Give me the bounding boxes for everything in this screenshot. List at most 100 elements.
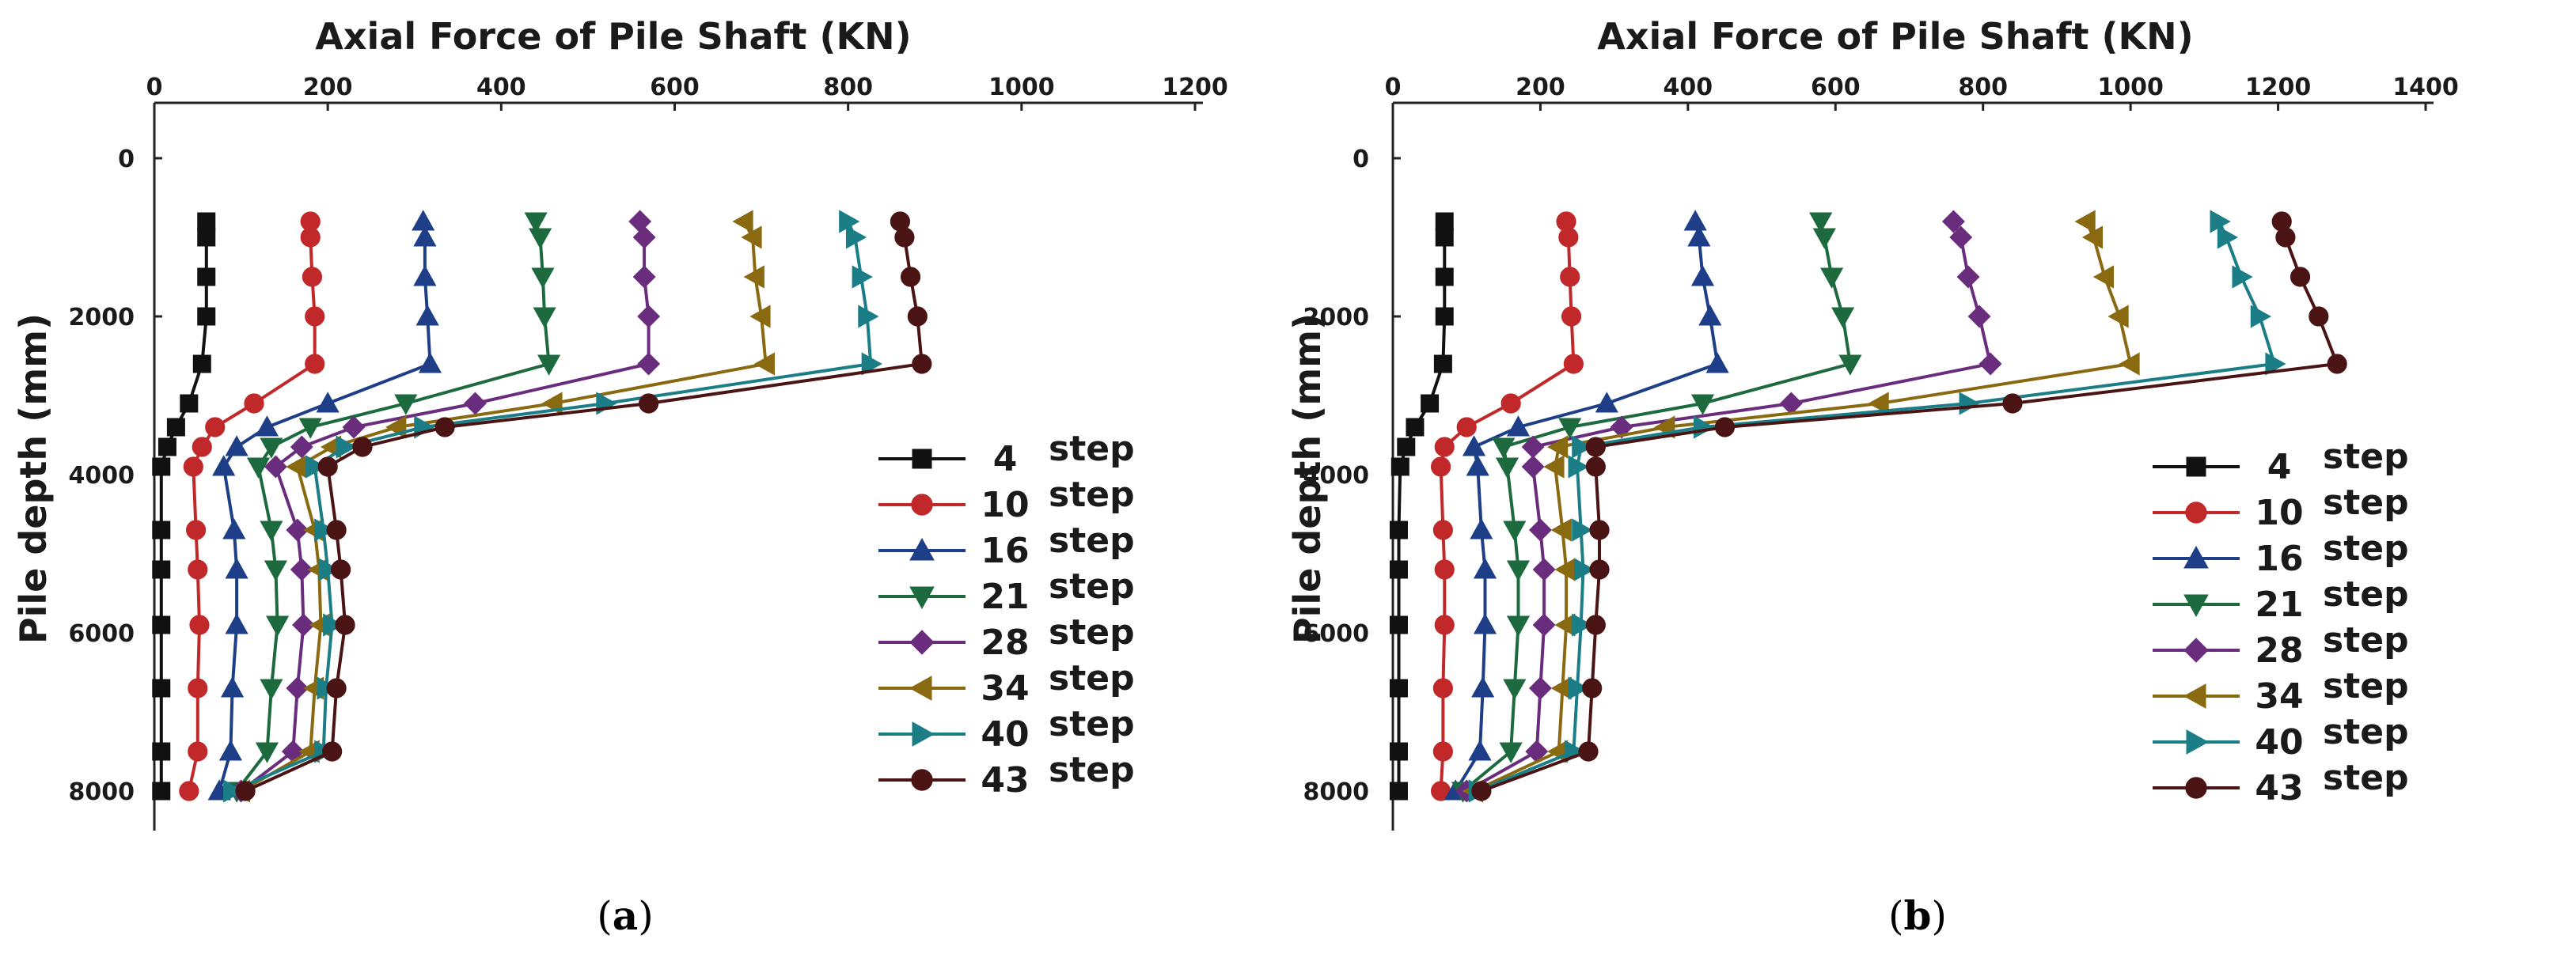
data-point xyxy=(1956,265,1980,289)
data-point xyxy=(316,392,340,413)
series-40-step xyxy=(223,210,882,803)
legend-marker xyxy=(2183,683,2206,709)
legend-label-step: step xyxy=(2323,758,2409,798)
data-point xyxy=(2002,393,2023,414)
data-point xyxy=(152,782,171,801)
data-point xyxy=(1572,613,1593,637)
data-point xyxy=(183,456,203,477)
data-point xyxy=(342,415,366,439)
legend-label-step: step xyxy=(2323,712,2409,752)
data-point xyxy=(152,521,171,539)
data-point xyxy=(1406,418,1425,437)
data-point xyxy=(412,210,435,231)
data-point xyxy=(1578,741,1599,762)
data-point xyxy=(335,615,355,635)
data-point xyxy=(845,225,867,249)
data-point xyxy=(1582,678,1603,698)
data-point xyxy=(1610,415,1633,439)
legend-marker xyxy=(2186,729,2210,755)
x-tick-label: 1200 xyxy=(2245,74,2312,101)
data-point xyxy=(839,210,860,233)
legend-label-step: step xyxy=(2323,620,2409,661)
legend-marker xyxy=(2183,594,2209,618)
legend-item-28: 28 step xyxy=(878,612,1135,663)
data-point xyxy=(225,558,248,579)
data-point xyxy=(326,520,347,540)
x-tick-label: 400 xyxy=(1664,74,1713,101)
data-point xyxy=(1687,225,1711,247)
data-point xyxy=(235,781,256,801)
y-tick-label: 2000 xyxy=(1303,304,1370,331)
data-point xyxy=(1433,354,1452,373)
legend-marker xyxy=(909,676,932,701)
data-point xyxy=(1495,457,1519,479)
data-point xyxy=(255,415,279,437)
data-point xyxy=(1532,613,1556,637)
legend-label-number: 40 xyxy=(981,714,1029,755)
data-point xyxy=(290,558,313,581)
data-point xyxy=(1941,210,1965,233)
data-point xyxy=(1421,394,1440,413)
legend-label-number: 34 xyxy=(2255,676,2303,717)
legend-label-step: step xyxy=(2323,483,2409,523)
data-point xyxy=(637,352,661,376)
legend-label-step: step xyxy=(1049,750,1135,790)
data-point xyxy=(179,781,199,801)
data-point xyxy=(2081,225,2104,249)
data-point xyxy=(1471,676,1495,698)
data-point xyxy=(1978,352,2002,376)
data-point xyxy=(1499,742,1523,763)
series-21-step xyxy=(1451,212,1862,803)
y-tick-label: 6000 xyxy=(69,620,135,648)
legend-label-number: 28 xyxy=(2255,630,2303,671)
legend-item-40: 40 step xyxy=(2153,712,2409,763)
data-point xyxy=(152,615,171,634)
data-point xyxy=(212,455,236,476)
data-point xyxy=(205,417,226,437)
legend-item-16: 16 step xyxy=(2153,528,2409,579)
data-point xyxy=(1546,435,1569,459)
data-point xyxy=(596,392,617,415)
data-point xyxy=(1528,676,1552,700)
data-point xyxy=(632,225,656,249)
data-point xyxy=(286,518,309,542)
data-point xyxy=(1589,559,1610,580)
legend-marker xyxy=(2185,777,2207,799)
data-point xyxy=(418,352,442,373)
data-point xyxy=(529,228,552,249)
legend-item-16: 16 step xyxy=(878,521,1135,571)
data-point xyxy=(188,559,208,580)
data-point xyxy=(1473,558,1497,579)
data-point xyxy=(1809,212,1833,233)
legend-item-21: 21 step xyxy=(878,566,1135,617)
legend-label-step: step xyxy=(2323,528,2409,569)
data-point xyxy=(1506,560,1531,581)
data-point xyxy=(1694,415,1715,439)
series-16-step xyxy=(1444,210,1729,801)
data-point xyxy=(912,354,932,374)
series-line xyxy=(1454,221,1720,793)
data-point xyxy=(1558,227,1579,248)
data-point xyxy=(1532,558,1556,581)
data-point xyxy=(197,212,216,231)
data-point xyxy=(323,613,344,637)
legend-label-step: step xyxy=(1049,566,1135,607)
data-point xyxy=(1390,457,1409,476)
data-point xyxy=(197,307,216,326)
legend-label-number: 10 xyxy=(2255,493,2303,533)
data-point xyxy=(1434,559,1455,580)
legend-item-10: 10 step xyxy=(2153,483,2409,533)
data-point xyxy=(1585,615,1606,635)
data-point xyxy=(1389,521,1408,539)
legend-label-number: 40 xyxy=(2255,722,2303,763)
data-point xyxy=(1558,418,1582,439)
series-line xyxy=(1397,221,1447,791)
data-point xyxy=(152,742,171,761)
data-point xyxy=(1572,435,1593,459)
y-axis-title: Pile depth (mm) xyxy=(1286,313,1329,644)
data-point xyxy=(2327,354,2347,374)
data-point xyxy=(1397,437,1416,456)
data-point xyxy=(1528,518,1552,542)
data-point xyxy=(1959,392,1980,415)
data-point xyxy=(1949,225,1973,249)
